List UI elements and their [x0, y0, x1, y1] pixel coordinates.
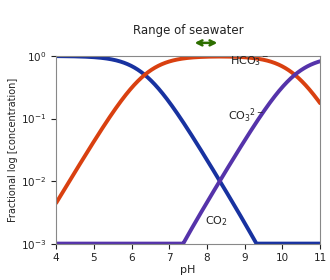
Title: Range of seawater: Range of seawater: [133, 24, 244, 37]
X-axis label: pH: pH: [181, 265, 196, 275]
Text: CO$_2$: CO$_2$: [205, 214, 228, 228]
Y-axis label: Fractional log [concentration]: Fractional log [concentration]: [8, 78, 18, 222]
Text: HCO$_3$$^-$: HCO$_3$$^-$: [230, 55, 269, 68]
Text: CO$_3$$^{2-}$: CO$_3$$^{2-}$: [228, 107, 264, 125]
